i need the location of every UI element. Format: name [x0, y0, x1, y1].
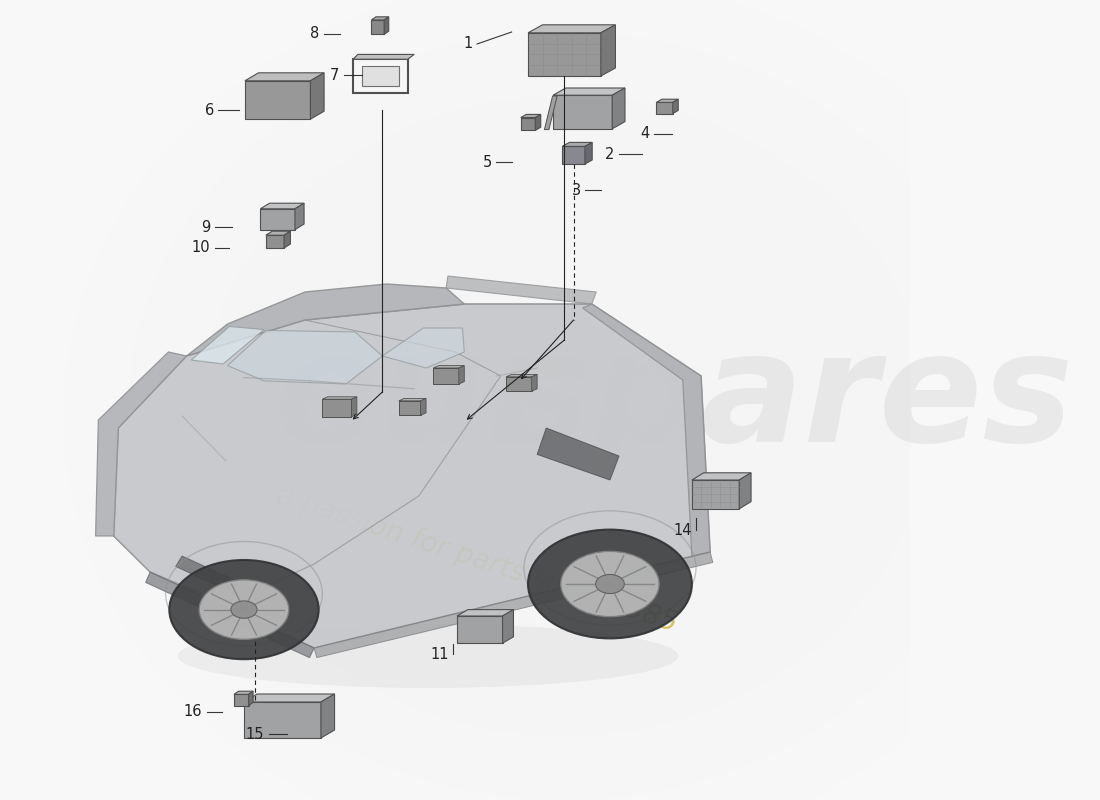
Polygon shape [266, 235, 284, 248]
Polygon shape [657, 99, 679, 102]
Text: 6: 6 [205, 103, 213, 118]
Polygon shape [536, 114, 541, 130]
Ellipse shape [199, 580, 289, 639]
Text: spares: spares [500, 326, 1074, 474]
Ellipse shape [595, 574, 625, 594]
Polygon shape [447, 276, 596, 304]
Polygon shape [433, 366, 464, 368]
Polygon shape [310, 73, 324, 119]
Text: 2: 2 [605, 147, 615, 162]
Text: 7: 7 [330, 68, 340, 82]
Polygon shape [562, 146, 585, 164]
Polygon shape [503, 610, 514, 643]
Polygon shape [191, 326, 264, 364]
Ellipse shape [177, 624, 679, 688]
Polygon shape [585, 142, 592, 164]
Polygon shape [613, 88, 625, 129]
Polygon shape [528, 25, 615, 33]
Polygon shape [372, 17, 388, 20]
Polygon shape [372, 20, 384, 34]
Polygon shape [506, 377, 531, 391]
Polygon shape [284, 231, 290, 248]
Text: eur: eur [273, 326, 561, 474]
Polygon shape [433, 368, 459, 384]
Text: 11: 11 [430, 647, 449, 662]
Polygon shape [234, 691, 253, 694]
Polygon shape [321, 694, 334, 738]
Ellipse shape [528, 530, 692, 638]
Polygon shape [531, 374, 537, 391]
Text: 8: 8 [310, 26, 319, 41]
Polygon shape [456, 616, 503, 643]
Text: 10: 10 [191, 241, 210, 255]
Polygon shape [234, 694, 249, 706]
Polygon shape [245, 73, 324, 81]
Polygon shape [384, 17, 388, 34]
Polygon shape [245, 81, 310, 119]
Polygon shape [398, 401, 420, 415]
Polygon shape [322, 399, 351, 417]
Polygon shape [145, 572, 315, 658]
Ellipse shape [231, 601, 257, 618]
Polygon shape [553, 88, 625, 95]
Polygon shape [528, 33, 601, 76]
Polygon shape [187, 284, 464, 356]
Polygon shape [420, 398, 426, 415]
Polygon shape [228, 330, 383, 384]
Polygon shape [383, 328, 464, 368]
Polygon shape [520, 114, 541, 118]
Polygon shape [562, 142, 592, 146]
Polygon shape [553, 95, 613, 129]
Text: 9: 9 [201, 220, 210, 234]
Polygon shape [673, 99, 679, 114]
Polygon shape [739, 473, 751, 509]
Polygon shape [249, 691, 253, 706]
Polygon shape [322, 397, 356, 399]
Polygon shape [351, 397, 356, 417]
Polygon shape [601, 25, 615, 76]
Polygon shape [520, 118, 536, 130]
Polygon shape [243, 702, 321, 738]
Polygon shape [459, 366, 464, 384]
Polygon shape [113, 304, 711, 648]
Text: 5: 5 [483, 155, 492, 170]
Ellipse shape [561, 551, 659, 617]
Polygon shape [456, 610, 514, 616]
Polygon shape [657, 102, 673, 114]
Ellipse shape [169, 560, 319, 659]
Polygon shape [362, 66, 398, 86]
Polygon shape [398, 398, 426, 401]
Text: 15: 15 [245, 727, 264, 742]
Polygon shape [692, 473, 751, 480]
Text: 16: 16 [184, 705, 202, 719]
Text: a passion for parts since 1985: a passion for parts since 1985 [273, 482, 681, 638]
Text: 1: 1 [463, 37, 473, 51]
Polygon shape [266, 231, 290, 235]
Polygon shape [583, 304, 711, 556]
Polygon shape [692, 480, 739, 509]
Polygon shape [261, 209, 295, 230]
Polygon shape [176, 556, 264, 606]
Polygon shape [295, 203, 304, 230]
Polygon shape [544, 96, 557, 130]
Polygon shape [506, 374, 537, 377]
Polygon shape [113, 320, 501, 604]
Text: 4: 4 [640, 126, 649, 141]
Polygon shape [96, 352, 187, 536]
Polygon shape [243, 694, 334, 702]
Polygon shape [353, 54, 415, 59]
Text: 3: 3 [572, 183, 581, 198]
Polygon shape [261, 203, 304, 209]
Polygon shape [537, 428, 619, 480]
Text: 14: 14 [673, 523, 692, 538]
Polygon shape [315, 552, 713, 658]
